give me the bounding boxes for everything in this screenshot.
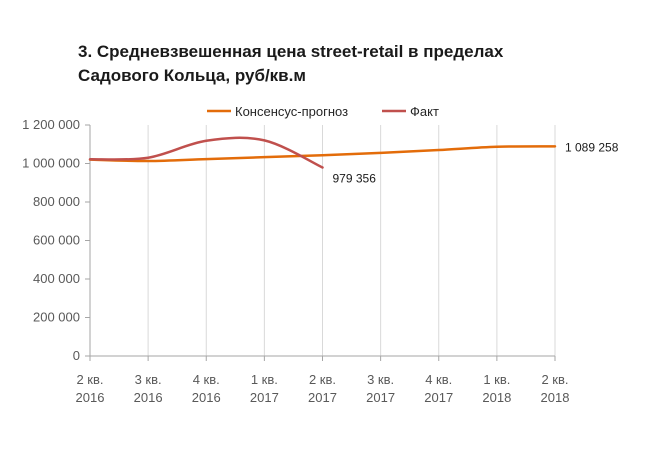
x-tick-label-year: 2016 (134, 390, 163, 405)
series-lines (88, 136, 557, 169)
y-tick-label: 0 (73, 348, 80, 363)
legend-label-actual: Факт (410, 104, 439, 119)
x-tick-label-year: 2018 (482, 390, 511, 405)
chart-title-line-1: 3. Средневзвешенная цена street-retail в… (78, 42, 504, 61)
legend-label-forecast: Консенсус-прогноз (235, 104, 348, 119)
series-line-forecast (88, 145, 557, 163)
legend: Консенсус-прогноз Факт (207, 104, 439, 119)
x-tick-label-year: 2016 (76, 390, 105, 405)
x-tick-label-quarter: 2 кв. (76, 372, 103, 387)
x-tick-label-year: 2017 (308, 390, 337, 405)
x-tick-label-year: 2017 (250, 390, 279, 405)
y-tick-label: 200 000 (33, 310, 80, 325)
x-tick-label-quarter: 3 кв. (135, 372, 162, 387)
x-tick-label-quarter: 4 кв. (425, 372, 452, 387)
x-tick-label-quarter: 1 кв. (483, 372, 510, 387)
x-tick-label-quarter: 2 кв. (309, 372, 336, 387)
x-tick-label-year: 2016 (192, 390, 221, 405)
y-tick-label: 800 000 (33, 194, 80, 209)
data-label-forecast: 1 089 258 (565, 140, 619, 154)
x-tick-label-year: 2017 (424, 390, 453, 405)
x-tick-label-year: 2017 (366, 390, 395, 405)
y-tick-label: 1 000 000 (22, 156, 80, 171)
axes: 0 200 000 400 000 600 000 800 000 1 000 000 1 … (22, 117, 569, 405)
grid-lines (147, 125, 556, 356)
x-tick-label-quarter: 1 кв. (251, 372, 278, 387)
x-tick-label-quarter: 2 кв. (541, 372, 568, 387)
x-tick-label-year: 2018 (541, 390, 570, 405)
chart-title: 3. Средневзвешенная цена street-retail в… (78, 40, 618, 88)
chart-title-line-2: Садового Кольца, руб/кв.м (78, 66, 306, 85)
data-label-actual: 979 356 (333, 171, 377, 185)
y-tick-label: 400 000 (33, 271, 80, 286)
y-tick-label: 1 200 000 (22, 117, 80, 132)
y-tick-label: 600 000 (33, 233, 80, 248)
x-tick-label-quarter: 4 кв. (193, 372, 220, 387)
series-line-actual (88, 136, 324, 169)
x-tick-label-quarter: 3 кв. (367, 372, 394, 387)
labels: 1 089 258 979 356 (333, 140, 619, 185)
